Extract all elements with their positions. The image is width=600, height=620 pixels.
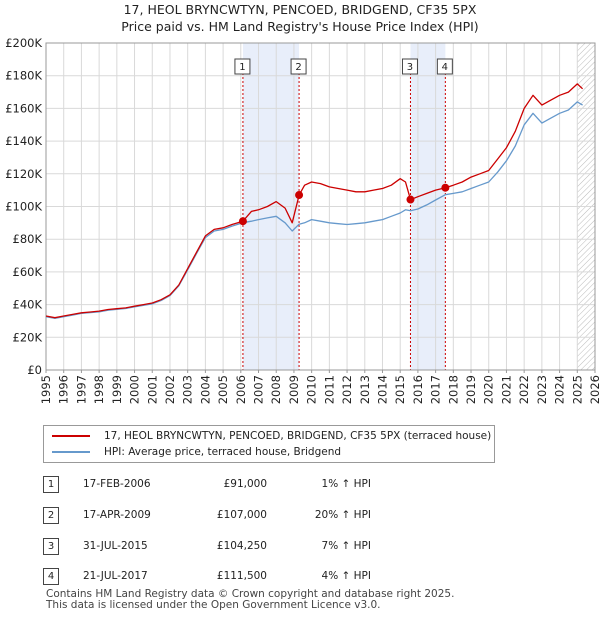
y-tick-label: £180K	[5, 69, 42, 83]
x-tick-label: 2001	[145, 375, 159, 404]
x-tick-label: 2016	[411, 375, 425, 404]
annotation-box	[290, 58, 307, 75]
annotation-box	[401, 58, 418, 75]
y-tick-label: £40K	[13, 298, 43, 312]
x-tick-label: 1995	[39, 375, 53, 404]
x-tick-label: 2022	[517, 375, 531, 404]
x-tick-label: 1997	[74, 375, 88, 404]
legend-item-hpi: HPI: Average price, terraced house, Brid…	[52, 444, 341, 460]
x-tick-label: 2024	[553, 375, 567, 404]
annotation-label: 1	[239, 62, 245, 73]
transaction-hpi-diff: 7% ↑ HPI	[321, 540, 371, 552]
x-tick-label: 2000	[128, 375, 142, 404]
annotation-label: 3	[407, 62, 413, 73]
x-tick-label: 2004	[198, 375, 212, 404]
transaction-hpi-diff: 20% ↑ HPI	[314, 509, 371, 521]
annotation-label: 2	[295, 62, 301, 73]
chart-subtitle: Price paid vs. HM Land Registry's House …	[121, 19, 479, 34]
x-tick-label: 1998	[92, 375, 106, 404]
x-tick-label: 1996	[57, 375, 71, 404]
x-tick-label: 2011	[322, 375, 336, 404]
x-tick-label: 2013	[358, 375, 372, 404]
x-tick-label: 2007	[252, 375, 266, 404]
footer-licence: This data is licensed under the Open Gov…	[46, 599, 381, 611]
footer: Contains HM Land Registry data © Crown c…	[46, 589, 454, 611]
y-tick-label: £160K	[5, 101, 42, 115]
x-tick-label: 2006	[234, 375, 248, 404]
legend-item-property: 17, HEOL BRYNCWTYN, PENCOED, BRIDGEND, C…	[52, 428, 491, 444]
x-tick-label: 2021	[499, 375, 513, 404]
transaction-number: 3	[43, 538, 59, 555]
y-tick-label: £140K	[5, 134, 42, 148]
series-line-hpi	[45, 101, 583, 319]
x-tick-label: 1999	[110, 375, 124, 404]
x-tick-label: 2012	[340, 375, 354, 404]
y-tick-label: £100K	[5, 200, 42, 214]
legend-label-hpi: HPI: Average price, terraced house, Brid…	[104, 446, 342, 458]
x-tick-label: 2002	[163, 375, 177, 404]
plot-frame	[45, 42, 596, 371]
x-tick-label: 2026	[588, 375, 600, 404]
x-tick-label: 2008	[269, 375, 283, 404]
annotation-box	[234, 58, 251, 75]
annotation-label: 4	[442, 62, 448, 73]
transaction-price: £107,000	[216, 509, 267, 521]
chart-title-address: 17, HEOL BRYNCWTYN, PENCOED, BRIDGEND, C…	[123, 2, 477, 17]
transaction-date: 21-JUL-2017	[83, 570, 148, 582]
x-tick-label: 2014	[375, 375, 389, 404]
x-tick-label: 2003	[181, 375, 195, 404]
x-tick-label: 2020	[482, 375, 496, 404]
transaction-number: 4	[43, 568, 59, 585]
x-tick-label: 2015	[393, 375, 407, 404]
legend-label-property: 17, HEOL BRYNCWTYN, PENCOED, BRIDGEND, C…	[104, 430, 492, 442]
transaction-hpi-diff: 1% ↑ HPI	[321, 478, 371, 490]
legend-line-hpi	[52, 451, 90, 453]
x-tick-label: 2010	[305, 375, 319, 404]
sale-point	[238, 217, 247, 226]
transaction-date: 17-FEB-2006	[83, 478, 151, 490]
series-line-property	[45, 83, 584, 319]
y-tick-label: £20K	[13, 330, 43, 344]
x-tick-label: 2018	[446, 375, 460, 404]
price-chart: 1 2 3 4 £0 £20K £40K £60K £80K £100K £120K £140K £16…	[5, 36, 600, 404]
x-tick-label: 2025	[570, 375, 584, 404]
transaction-number: 1	[43, 476, 59, 493]
y-tick-label: £60K	[13, 265, 43, 279]
y-tick-label: £120K	[5, 167, 42, 181]
chart-legend: 17, HEOL BRYNCWTYN, PENCOED, BRIDGEND, C…	[43, 425, 495, 463]
x-tick-label: 2023	[535, 375, 549, 404]
y-tick-label: £200K	[5, 36, 42, 50]
transaction-price: £111,500	[216, 570, 267, 582]
footer-copyright: Contains HM Land Registry data © Crown c…	[46, 588, 455, 600]
legend-line-property	[52, 435, 90, 437]
sale-point	[295, 191, 304, 200]
transaction-price: £91,000	[223, 478, 267, 490]
x-tick-label: 2005	[216, 375, 230, 404]
sale-point	[441, 183, 450, 192]
annotation-box	[436, 58, 453, 75]
x-tick-label: 2017	[429, 375, 443, 404]
transaction-hpi-diff: 4% ↑ HPI	[321, 570, 371, 582]
y-tick-label: £0	[27, 363, 42, 377]
y-tick-label: £80K	[13, 232, 43, 246]
transaction-date: 17-APR-2009	[83, 509, 151, 521]
transaction-price: £104,250	[216, 540, 267, 552]
x-tick-label: 2019	[464, 375, 478, 404]
sale-point	[406, 195, 415, 204]
transaction-date: 31-JUL-2015	[83, 540, 148, 552]
x-tick-label: 2009	[287, 375, 301, 404]
transaction-number: 2	[43, 507, 59, 524]
